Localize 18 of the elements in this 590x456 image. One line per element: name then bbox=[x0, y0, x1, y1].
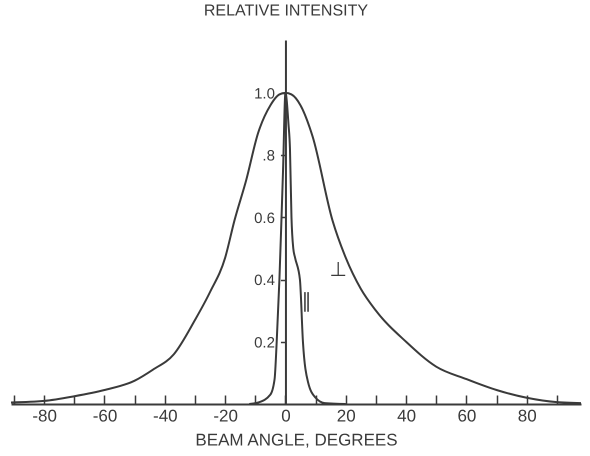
series-label: ∥ bbox=[301, 290, 312, 312]
x-tick-label: 60 bbox=[457, 406, 476, 426]
x-axis-title: BEAM ANGLE, DEGREES bbox=[195, 430, 398, 450]
x-tick-label: -60 bbox=[92, 406, 118, 426]
x-tick-label: -20 bbox=[213, 406, 238, 426]
y-tick-label: .8 bbox=[262, 148, 275, 165]
series-label: ⊥ bbox=[329, 258, 346, 281]
y-tick-label: 0.4 bbox=[254, 272, 275, 290]
text: 1.0 bbox=[254, 85, 275, 102]
x-tick-label: 0 bbox=[281, 406, 291, 426]
x-tick-label: 80 bbox=[518, 406, 537, 426]
x-tick-label: -80 bbox=[32, 406, 57, 426]
y-tick-label: 0.6 bbox=[254, 210, 275, 227]
x-tick-label: 20 bbox=[336, 406, 356, 426]
y-axis-title: RELATIVE INTENSITY bbox=[204, 2, 368, 20]
y-tick-label: 0.2 bbox=[254, 334, 275, 352]
x-tick-label: -40 bbox=[153, 406, 178, 426]
x-tick-label: 40 bbox=[397, 406, 416, 426]
